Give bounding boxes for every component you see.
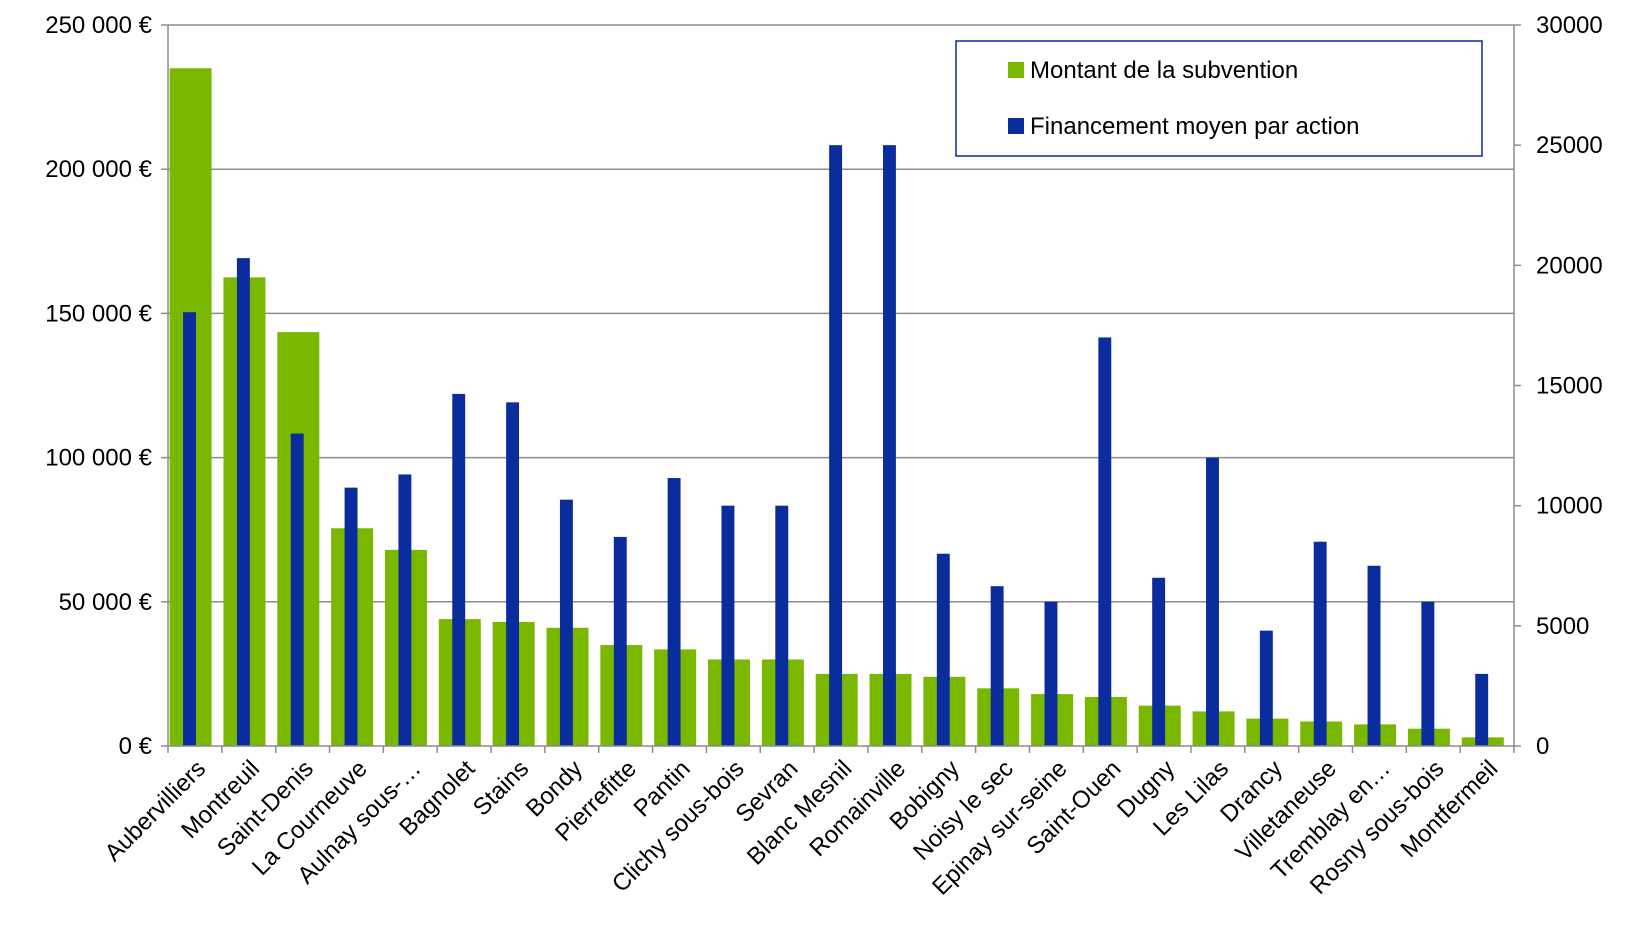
bar-financement <box>1098 337 1112 746</box>
bar-financement <box>559 499 573 746</box>
bar-financement <box>1421 601 1435 746</box>
left-tick-label: 150 000 € <box>45 300 152 327</box>
bar-financement <box>613 536 627 746</box>
bar-financement <box>183 312 196 746</box>
bar-financement <box>398 474 412 746</box>
bar-financement <box>1259 630 1273 746</box>
legend: Montant de la subvention Financement moy… <box>955 40 1483 157</box>
bar-financement <box>506 402 520 746</box>
bar-financement <box>990 586 1004 746</box>
bar-financement <box>667 478 681 746</box>
category-label: Stains <box>468 755 534 821</box>
bar-financement <box>344 487 358 746</box>
right-tick-label: 20000 <box>1536 252 1603 279</box>
left-tick-label: 200 000 € <box>45 156 152 183</box>
legend-label-subvention: Montant de la subvention <box>1030 57 1298 84</box>
right-axis-tick-labels: 0 5000 10000 15000 20000 25000 30000 <box>1536 12 1603 760</box>
right-tick-label: 25000 <box>1536 132 1603 159</box>
right-tick-label: 5000 <box>1536 613 1589 640</box>
right-tick-label: 0 <box>1536 733 1549 760</box>
right-tick-label: 30000 <box>1536 12 1603 39</box>
legend-box <box>955 40 1483 157</box>
axes <box>161 24 1521 753</box>
bar-financement <box>1367 565 1381 746</box>
bar-financement <box>721 505 735 746</box>
bar-financement <box>290 433 304 746</box>
left-tick-label: 0 € <box>119 733 153 760</box>
bar-financement <box>1152 577 1166 746</box>
left-tick-label: 250 000 € <box>45 12 152 39</box>
bar-financement <box>775 505 789 746</box>
bar-financement <box>1044 601 1058 746</box>
bar-financement <box>882 145 896 746</box>
left-axis-tick-labels: 0 € 50 000 € 100 000 € 150 000 € 200 000 € 25… <box>45 12 152 760</box>
left-tick-label: 50 000 € <box>59 589 153 616</box>
bar-financement <box>829 145 843 746</box>
bar-financement <box>1475 673 1489 746</box>
bar-financement <box>452 393 466 746</box>
right-tick-label: 15000 <box>1536 373 1603 400</box>
legend-swatch-financement <box>1008 118 1024 134</box>
left-tick-label: 100 000 € <box>45 445 152 472</box>
legend-label-financement: Financement moyen par action <box>1030 113 1360 140</box>
legend-swatch-subvention <box>1008 62 1024 78</box>
bar-financement <box>236 258 250 746</box>
bar-financement <box>1313 541 1327 746</box>
right-tick-label: 10000 <box>1536 493 1603 520</box>
bars <box>169 68 1504 746</box>
bar-financement <box>1206 457 1219 746</box>
bar-financement <box>936 553 950 746</box>
